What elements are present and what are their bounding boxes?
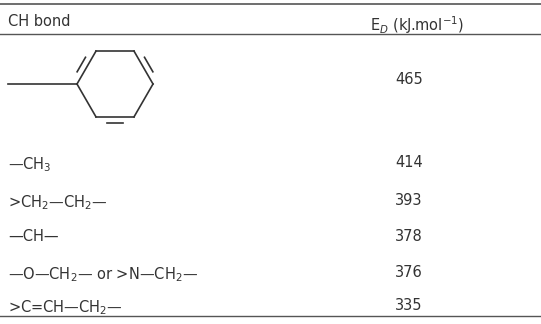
Text: E$_{D}$ (kJ.mol$^{-1}$): E$_{D}$ (kJ.mol$^{-1}$) [370, 14, 464, 36]
Text: 393: 393 [395, 193, 423, 208]
Text: 376: 376 [395, 265, 423, 280]
Text: 378: 378 [395, 229, 423, 244]
Text: —O—CH$_{2}$— or >N—CH$_{2}$—: —O—CH$_{2}$— or >N—CH$_{2}$— [8, 265, 198, 284]
Text: —CH—: —CH— [8, 229, 58, 244]
Text: 335: 335 [395, 298, 423, 313]
Text: —CH$_{3}$: —CH$_{3}$ [8, 155, 51, 174]
Text: CH bond: CH bond [8, 14, 70, 29]
Text: >C=CH—CH$_{2}$—: >C=CH—CH$_{2}$— [8, 298, 123, 317]
Text: 465: 465 [395, 72, 423, 87]
Text: >CH$_{2}$—CH$_{2}$—: >CH$_{2}$—CH$_{2}$— [8, 193, 108, 212]
Text: 414: 414 [395, 155, 423, 170]
